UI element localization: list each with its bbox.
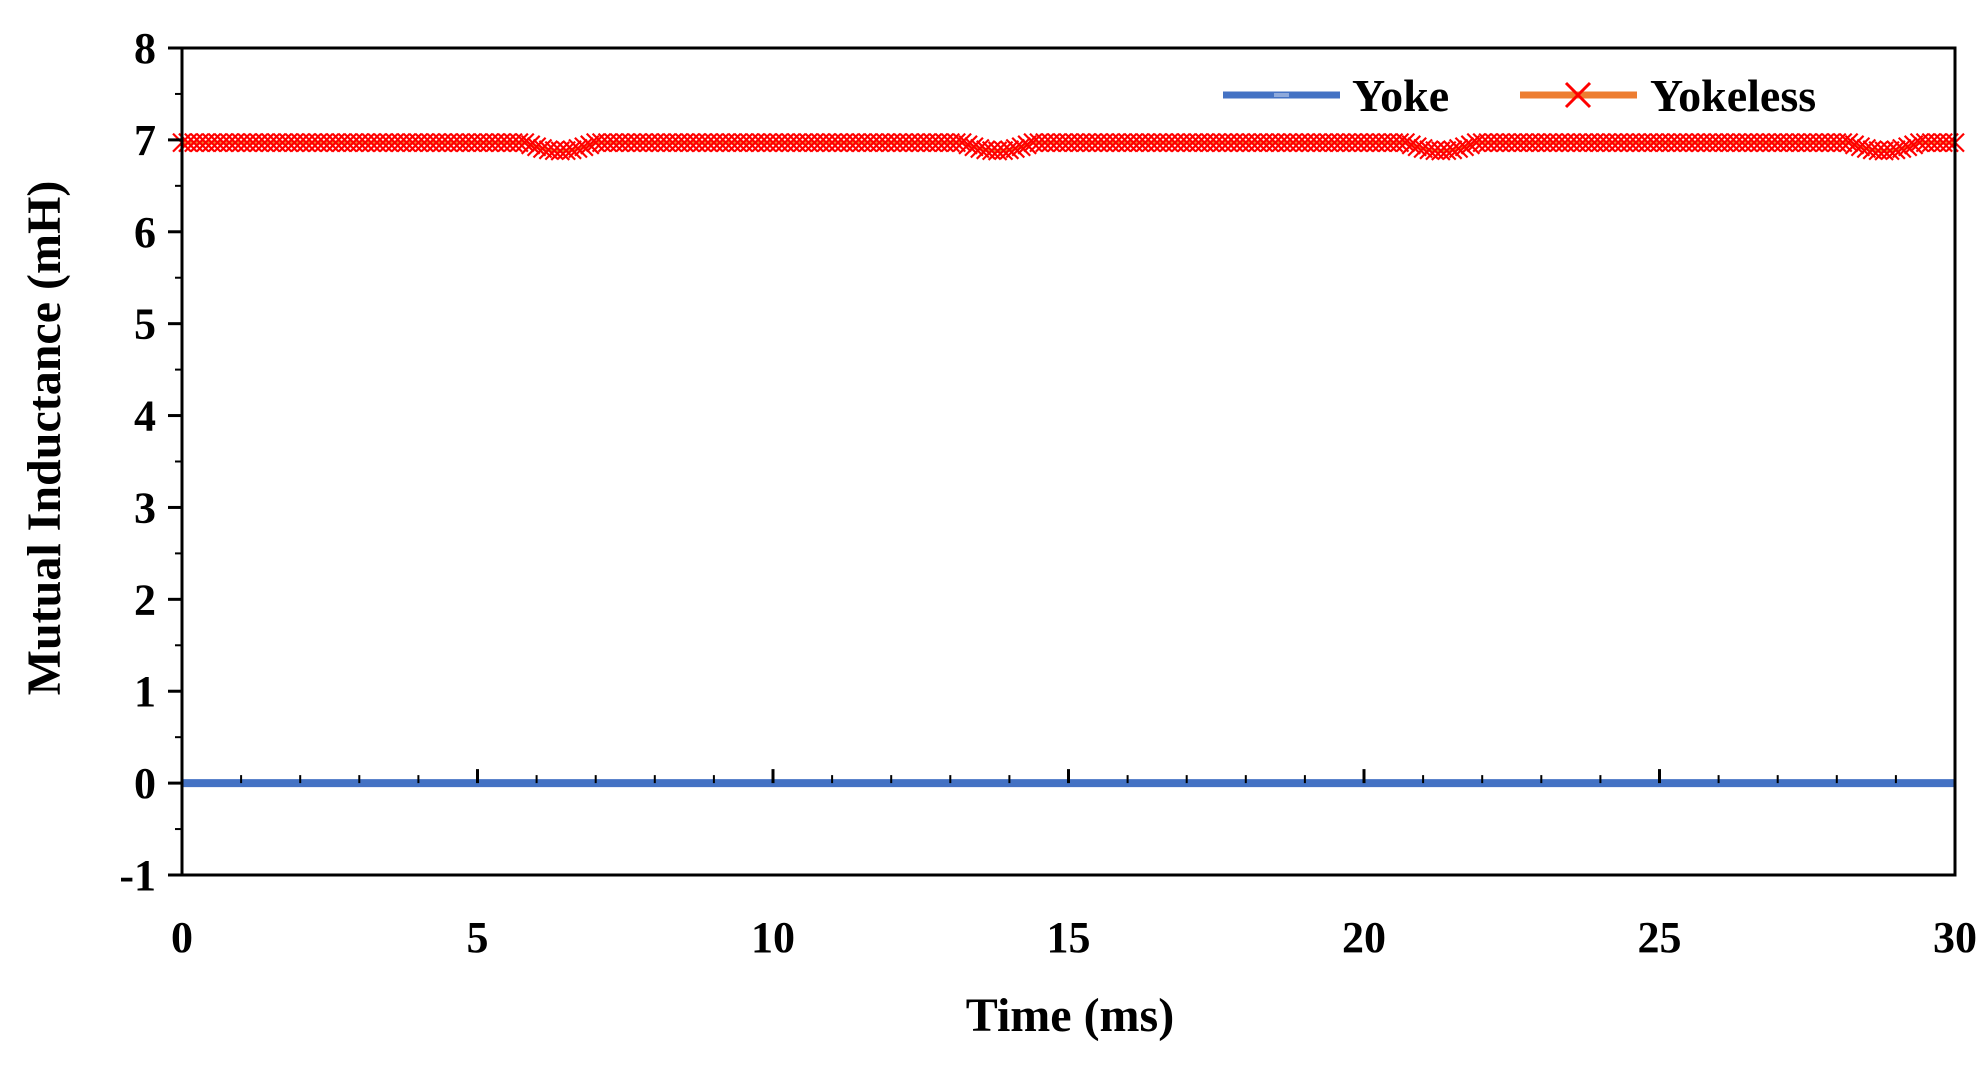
yokeless-point xyxy=(1850,137,1871,157)
yokeless-point xyxy=(562,140,582,160)
yokeless-point xyxy=(1880,140,1900,161)
y-tick-label: 0 xyxy=(134,759,156,808)
yokeless-point xyxy=(1011,137,1031,157)
tick-labels: -1 0 1 2 3 4 5 6 7 8 0 5 10 15 20 25 30 xyxy=(119,24,1977,962)
yokeless-point xyxy=(1832,132,1853,153)
yokeless-point xyxy=(574,137,594,157)
yokeless-point xyxy=(1407,137,1427,157)
legend: Yoke Yokeless xyxy=(1223,70,1816,121)
x-tick-label: 25 xyxy=(1638,913,1682,962)
legend-yokeless-label: Yokeless xyxy=(1650,70,1816,121)
yokeless-point xyxy=(1892,138,1912,159)
y-axis-title: Mutual Inductance (mH) xyxy=(18,181,71,696)
y-tick-label: 2 xyxy=(134,575,156,624)
yokeless-point xyxy=(1017,135,1037,155)
x-tick-label: 30 xyxy=(1933,913,1977,962)
yokeless-point xyxy=(1460,135,1481,155)
x-tick-label: 15 xyxy=(1047,913,1091,962)
yokeless-point xyxy=(1389,132,1410,153)
yokeless-point xyxy=(509,132,529,153)
legend-x-marker xyxy=(1564,81,1592,109)
y-tick-label: 4 xyxy=(134,392,156,441)
yokeless-series xyxy=(172,132,1965,161)
x-tick-label: 0 xyxy=(171,913,193,962)
yokeless-point xyxy=(1856,138,1877,159)
yokeless-point xyxy=(526,137,547,157)
yokeless-point xyxy=(1436,140,1457,161)
legend-yoke-label: Yoke xyxy=(1352,70,1449,121)
legend-yokeless-marker xyxy=(1564,81,1592,109)
yokeless-point xyxy=(1844,135,1865,155)
x-tick-label: 20 xyxy=(1342,913,1386,962)
yokeless-point xyxy=(958,135,978,155)
yokeless-point xyxy=(999,140,1020,160)
y-tick-label: -1 xyxy=(119,851,156,900)
axis-ticks xyxy=(168,46,1957,877)
yokeless-point xyxy=(1448,138,1469,159)
y-tick-label: 1 xyxy=(134,667,156,716)
yokeless-point xyxy=(952,132,972,153)
yokeless-point xyxy=(568,138,588,159)
yokeless-point xyxy=(556,140,576,161)
yokeless-point xyxy=(520,135,541,155)
y-tick-label: 5 xyxy=(134,300,156,349)
y-tick-label: 7 xyxy=(134,116,156,165)
yokeless-point xyxy=(1838,132,1859,153)
x-axis-title: Time (ms) xyxy=(966,989,1174,1042)
y-tick-label: 8 xyxy=(134,24,156,73)
y-tick-label: 6 xyxy=(134,208,156,257)
yokeless-point xyxy=(946,132,966,153)
yokeless-point xyxy=(1413,138,1433,159)
yokeless-point xyxy=(1401,135,1422,155)
yokeless-point xyxy=(1903,135,1924,155)
yokeless-point xyxy=(532,138,553,159)
yokeless-point xyxy=(993,140,1014,161)
yokeless-point xyxy=(1442,140,1463,160)
yokeless-point xyxy=(970,138,990,159)
yokeless-point xyxy=(1886,140,1906,160)
y-tick-label: 3 xyxy=(134,483,156,532)
yokeless-point xyxy=(1454,137,1475,157)
yokeless-point xyxy=(1897,137,1918,157)
x-tick-label: 5 xyxy=(467,913,489,962)
yokeless-point xyxy=(1005,138,1026,159)
x-tick-label: 10 xyxy=(751,913,795,962)
yokeless-point xyxy=(580,135,600,155)
yokeless-point xyxy=(964,137,984,157)
yokeless-point xyxy=(1395,132,1416,153)
yokeless-point xyxy=(515,132,535,153)
